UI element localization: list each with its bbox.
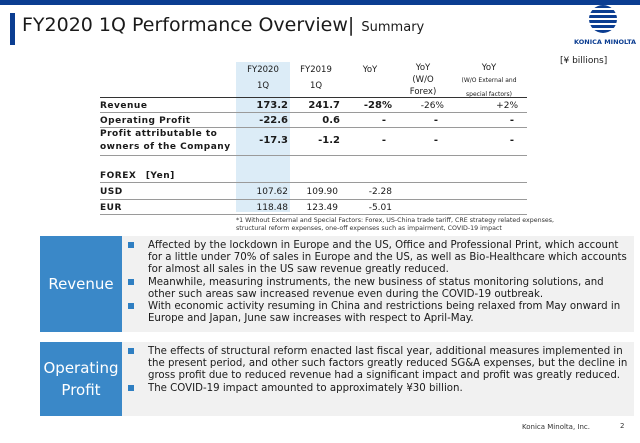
- konica-minolta-logo: KONICA MINOLTA: [574, 5, 637, 61]
- cell-profit-fy2019: -1.2: [318, 135, 340, 146]
- cell-profit-yoy-wo-special: -: [509, 135, 514, 146]
- current-period-highlight: [236, 62, 290, 212]
- row-label-revenue: Revenue: [100, 101, 148, 111]
- cell-op-fy2020: -22.6: [259, 115, 288, 126]
- square-bullet-icon: [128, 348, 134, 354]
- row-label-operating-profit: Operating Profit: [100, 116, 191, 126]
- square-bullet-icon: [128, 242, 134, 248]
- list-item: Meanwhile, measuring instruments, the ne…: [128, 277, 628, 301]
- row-label-usd: USD: [100, 187, 123, 197]
- cell-profit-yoy: -: [381, 135, 386, 146]
- row-rule: [100, 127, 527, 128]
- cell-op-yoy-wo-forex: -: [433, 115, 438, 126]
- row-rule: [100, 155, 527, 156]
- list-item: The COVID-19 impact amounted to approxim…: [128, 383, 628, 395]
- col-header-yoy-wo-forex: YoY (W/O Forex): [409, 63, 437, 97]
- units-label: [¥ billions]: [560, 56, 608, 66]
- cell-op-yoy: -: [381, 115, 386, 126]
- operating-profit-panel: [40, 342, 634, 416]
- cell-usd-fy2020: 107.62: [256, 187, 289, 197]
- cell-revenue-fy2019: 241.7: [308, 100, 340, 111]
- cell-eur-fy2019: 123.49: [306, 203, 339, 213]
- title-subtitle: Summary: [361, 20, 425, 35]
- col-header-fy2019: FY2019 1Q: [300, 65, 332, 91]
- cell-profit-fy2020: -17.3: [259, 135, 288, 146]
- top-brand-bar: [0, 0, 640, 5]
- col-header-yoy: YoY: [362, 65, 378, 75]
- operating-profit-bullets: The effects of structural reform enacted…: [128, 346, 628, 395]
- row-rule: [100, 112, 527, 113]
- cell-revenue-yoy: -28%: [363, 100, 392, 111]
- row-label-eur: EUR: [100, 203, 122, 213]
- globe-logo-icon: [589, 5, 617, 33]
- cell-revenue-fy2020: 173.2: [256, 100, 288, 111]
- title-separator: |: [347, 14, 355, 36]
- cell-op-yoy-wo-special: -: [509, 115, 514, 126]
- row-rule: [100, 182, 527, 183]
- row-rule: [100, 199, 527, 200]
- revenue-bullets: Affected by the lockdown in Europe and t…: [128, 240, 628, 325]
- operating-profit-panel-label: Operating Profit: [40, 342, 122, 416]
- page-number: 2: [620, 422, 625, 430]
- cell-revenue-yoy-wo-special: +2%: [496, 101, 518, 111]
- list-item: The effects of structural reform enacted…: [128, 346, 628, 383]
- col-header-fy2020: FY2020 1Q: [247, 65, 279, 91]
- revenue-panel: [40, 236, 634, 332]
- title-accent-bar: [10, 13, 15, 45]
- title-main: FY2020 1Q Performance Overview: [22, 14, 348, 36]
- cell-usd-yoy: -2.28: [368, 187, 392, 197]
- cell-usd-fy2019: 109.90: [306, 187, 339, 197]
- logo-text: KONICA MINOLTA: [574, 38, 637, 46]
- cell-op-fy2019: 0.6: [322, 115, 340, 126]
- square-bullet-icon: [128, 384, 134, 391]
- row-label-profit-attributable: Profit attributable to: [100, 129, 218, 139]
- square-bullet-icon: [128, 303, 134, 310]
- square-bullet-icon: [128, 278, 134, 285]
- footer-company: Konica Minolta, Inc.: [522, 423, 590, 431]
- list-item: Affected by the lockdown in Europe and t…: [128, 240, 628, 277]
- list-item: With economic activity resuming in China…: [128, 301, 628, 325]
- row-label-profit-attributable-2: owners of the Company: [100, 142, 231, 152]
- footnote: *1 Without External and Special Factors:…: [236, 217, 555, 232]
- table-header-rule: [100, 97, 527, 98]
- cell-revenue-yoy-wo-forex: -26%: [420, 101, 444, 111]
- row-rule: [100, 214, 527, 215]
- page-title: FY2020 1Q Performance Overview| Summary: [22, 14, 424, 36]
- cell-profit-yoy-wo-forex: -: [433, 135, 438, 146]
- cell-eur-fy2020: 118.48: [256, 203, 289, 213]
- forex-label: FOREX [Yen]: [100, 171, 175, 181]
- revenue-panel-label: Revenue: [40, 236, 122, 332]
- col-header-yoy-wo-special: YoY (W/O External and special factors): [461, 63, 517, 98]
- cell-eur-yoy: -5.01: [368, 203, 392, 213]
